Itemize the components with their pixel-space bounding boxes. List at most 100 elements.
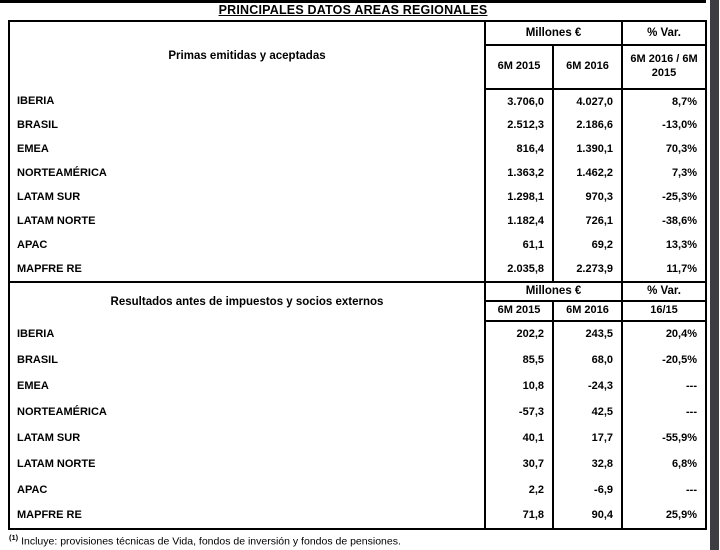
- table-row: APAC 2,2 -6,9 ---: [8, 476, 708, 503]
- section2-col-6m2015: 6M 2015: [484, 300, 554, 322]
- value-6m2016: 970,3: [551, 185, 624, 210]
- table-row: MAPFRE RE 71,8 90,4 25,9%: [8, 502, 708, 529]
- footnote-text: Incluye: provisiones técnicas de Vida, f…: [18, 535, 401, 548]
- region-label: BRASIL: [8, 346, 486, 373]
- value-var: -13,0%: [621, 113, 708, 138]
- region-label: BRASIL: [8, 113, 486, 138]
- region-label: APAC: [8, 476, 486, 503]
- value-6m2016: -6,9: [551, 476, 624, 503]
- value-6m2015: 61,1: [484, 233, 554, 258]
- value-6m2015: 10,8: [484, 372, 554, 399]
- value-var: 11,7%: [621, 257, 708, 282]
- table-row: BRASIL 85,5 68,0 -20,5%: [8, 346, 708, 373]
- table-row: LATAM SUR 40,1 17,7 -55,9%: [8, 424, 708, 451]
- value-var: 8,7%: [621, 89, 708, 114]
- value-var: 20,4%: [621, 320, 708, 347]
- value-6m2016: 1.390,1: [551, 137, 624, 162]
- section2-var-header: % Var.: [621, 281, 708, 302]
- value-6m2015: 1.182,4: [484, 209, 554, 234]
- value-var: -55,9%: [621, 424, 708, 451]
- region-label: LATAM SUR: [8, 424, 486, 451]
- value-var: ---: [621, 398, 708, 425]
- table-row: APAC 61,1 69,2 13,3%: [8, 233, 708, 258]
- value-var: 70,3%: [621, 137, 708, 162]
- value-6m2016: 4.027,0: [551, 89, 624, 114]
- table-row: MAPFRE RE 2.035,8 2.273,9 11,7%: [8, 257, 708, 282]
- value-6m2015: 2.035,8: [484, 257, 554, 282]
- value-6m2016: 17,7: [551, 424, 624, 451]
- section1-title: Primas emitidas y aceptadas: [8, 21, 486, 90]
- value-6m2016: 68,0: [551, 346, 624, 373]
- section1-col-6m2015: 6M 2015: [484, 45, 554, 91]
- value-6m2015: 2.512,3: [484, 113, 554, 138]
- section2-rows: IBERIA 202,2 243,5 20,4% BRASIL 85,5 68,…: [8, 320, 708, 529]
- region-label: LATAM NORTE: [8, 450, 486, 477]
- section2-millones-header: Millones €: [483, 281, 624, 302]
- value-6m2016: 2.186,6: [551, 113, 624, 138]
- section1-var-header: % Var.: [621, 21, 708, 47]
- value-6m2015: 1.298,1: [484, 185, 554, 210]
- region-label: NORTEAMÉRICA: [8, 398, 486, 425]
- value-6m2015: 3.706,0: [484, 89, 554, 114]
- regional-data-table: Primas emitidas y aceptadas Millones € %…: [8, 20, 708, 530]
- table-row: EMEA 816,4 1.390,1 70,3%: [8, 137, 708, 162]
- table-row: NORTEAMÉRICA -57,3 42,5 ---: [8, 398, 708, 425]
- section1-millones-header: Millones €: [483, 21, 624, 47]
- footnote: (1) Incluye: provisiones técnicas de Vid…: [9, 533, 699, 548]
- value-var: ---: [621, 372, 708, 399]
- table-row: IBERIA 3.706,0 4.027,0 8,7%: [8, 89, 708, 114]
- region-label: MAPFRE RE: [8, 502, 486, 529]
- section2-col-6m2016: 6M 2016: [551, 300, 624, 322]
- region-label: EMEA: [8, 372, 486, 399]
- section2-var-sub: 16/15: [621, 300, 708, 322]
- value-6m2015: 202,2: [484, 320, 554, 347]
- footnote-marker: (1): [9, 533, 19, 542]
- region-label: NORTEAMÉRICA: [8, 161, 486, 186]
- table-row: LATAM NORTE 1.182,4 726,1 -38,6%: [8, 209, 708, 234]
- table-row: LATAM SUR 1.298,1 970,3 -25,3%: [8, 185, 708, 210]
- table-row: EMEA 10,8 -24,3 ---: [8, 372, 708, 399]
- value-6m2016: 243,5: [551, 320, 624, 347]
- value-6m2016: 32,8: [551, 450, 624, 477]
- section1-col-6m2016: 6M 2016: [551, 45, 624, 91]
- region-label: IBERIA: [8, 320, 486, 347]
- region-label: LATAM SUR: [8, 185, 486, 210]
- top-border-bar: [0, 0, 706, 3]
- table-row: IBERIA 202,2 243,5 20,4%: [8, 320, 708, 347]
- region-label: MAPFRE RE: [8, 257, 486, 282]
- section1-var-sub: 6M 2016 / 6M 2015: [621, 45, 708, 91]
- table-row: BRASIL 2.512,3 2.186,6 -13,0%: [8, 113, 708, 138]
- table-row: NORTEAMÉRICA 1.363,2 1.462,2 7,3%: [8, 161, 708, 186]
- value-var: 13,3%: [621, 233, 708, 258]
- section2-header: Resultados antes de impuestos y socios e…: [8, 281, 708, 322]
- value-6m2016: 2.273,9: [551, 257, 624, 282]
- value-6m2015: 1.363,2: [484, 161, 554, 186]
- value-6m2015: -57,3: [484, 398, 554, 425]
- table-row: LATAM NORTE 30,7 32,8 6,8%: [8, 450, 708, 477]
- region-label: EMEA: [8, 137, 486, 162]
- region-label: APAC: [8, 233, 486, 258]
- region-label: IBERIA: [8, 89, 486, 114]
- value-6m2015: 40,1: [484, 424, 554, 451]
- value-6m2015: 30,7: [484, 450, 554, 477]
- value-6m2016: 69,2: [551, 233, 624, 258]
- value-var: 25,9%: [621, 502, 708, 529]
- value-6m2015: 816,4: [484, 137, 554, 162]
- value-var: 7,3%: [621, 161, 708, 186]
- section1-header: Primas emitidas y aceptadas Millones € %…: [8, 21, 708, 91]
- section1-rows: IBERIA 3.706,0 4.027,0 8,7% BRASIL 2.512…: [8, 89, 708, 282]
- value-6m2016: 1.462,2: [551, 161, 624, 186]
- section2-title: Resultados antes de impuestos y socios e…: [8, 281, 486, 321]
- page-title: PRINCIPALES DATOS AREAS REGIONALES: [218, 3, 488, 17]
- value-6m2015: 71,8: [484, 502, 554, 529]
- value-6m2015: 2,2: [484, 476, 554, 503]
- value-var: -25,3%: [621, 185, 708, 210]
- region-label: LATAM NORTE: [8, 209, 486, 234]
- value-var: -38,6%: [621, 209, 708, 234]
- value-var: -20,5%: [621, 346, 708, 373]
- value-var: ---: [621, 476, 708, 503]
- value-var: 6,8%: [621, 450, 708, 477]
- value-6m2016: 42,5: [551, 398, 624, 425]
- value-6m2015: 85,5: [484, 346, 554, 373]
- value-6m2016: 726,1: [551, 209, 624, 234]
